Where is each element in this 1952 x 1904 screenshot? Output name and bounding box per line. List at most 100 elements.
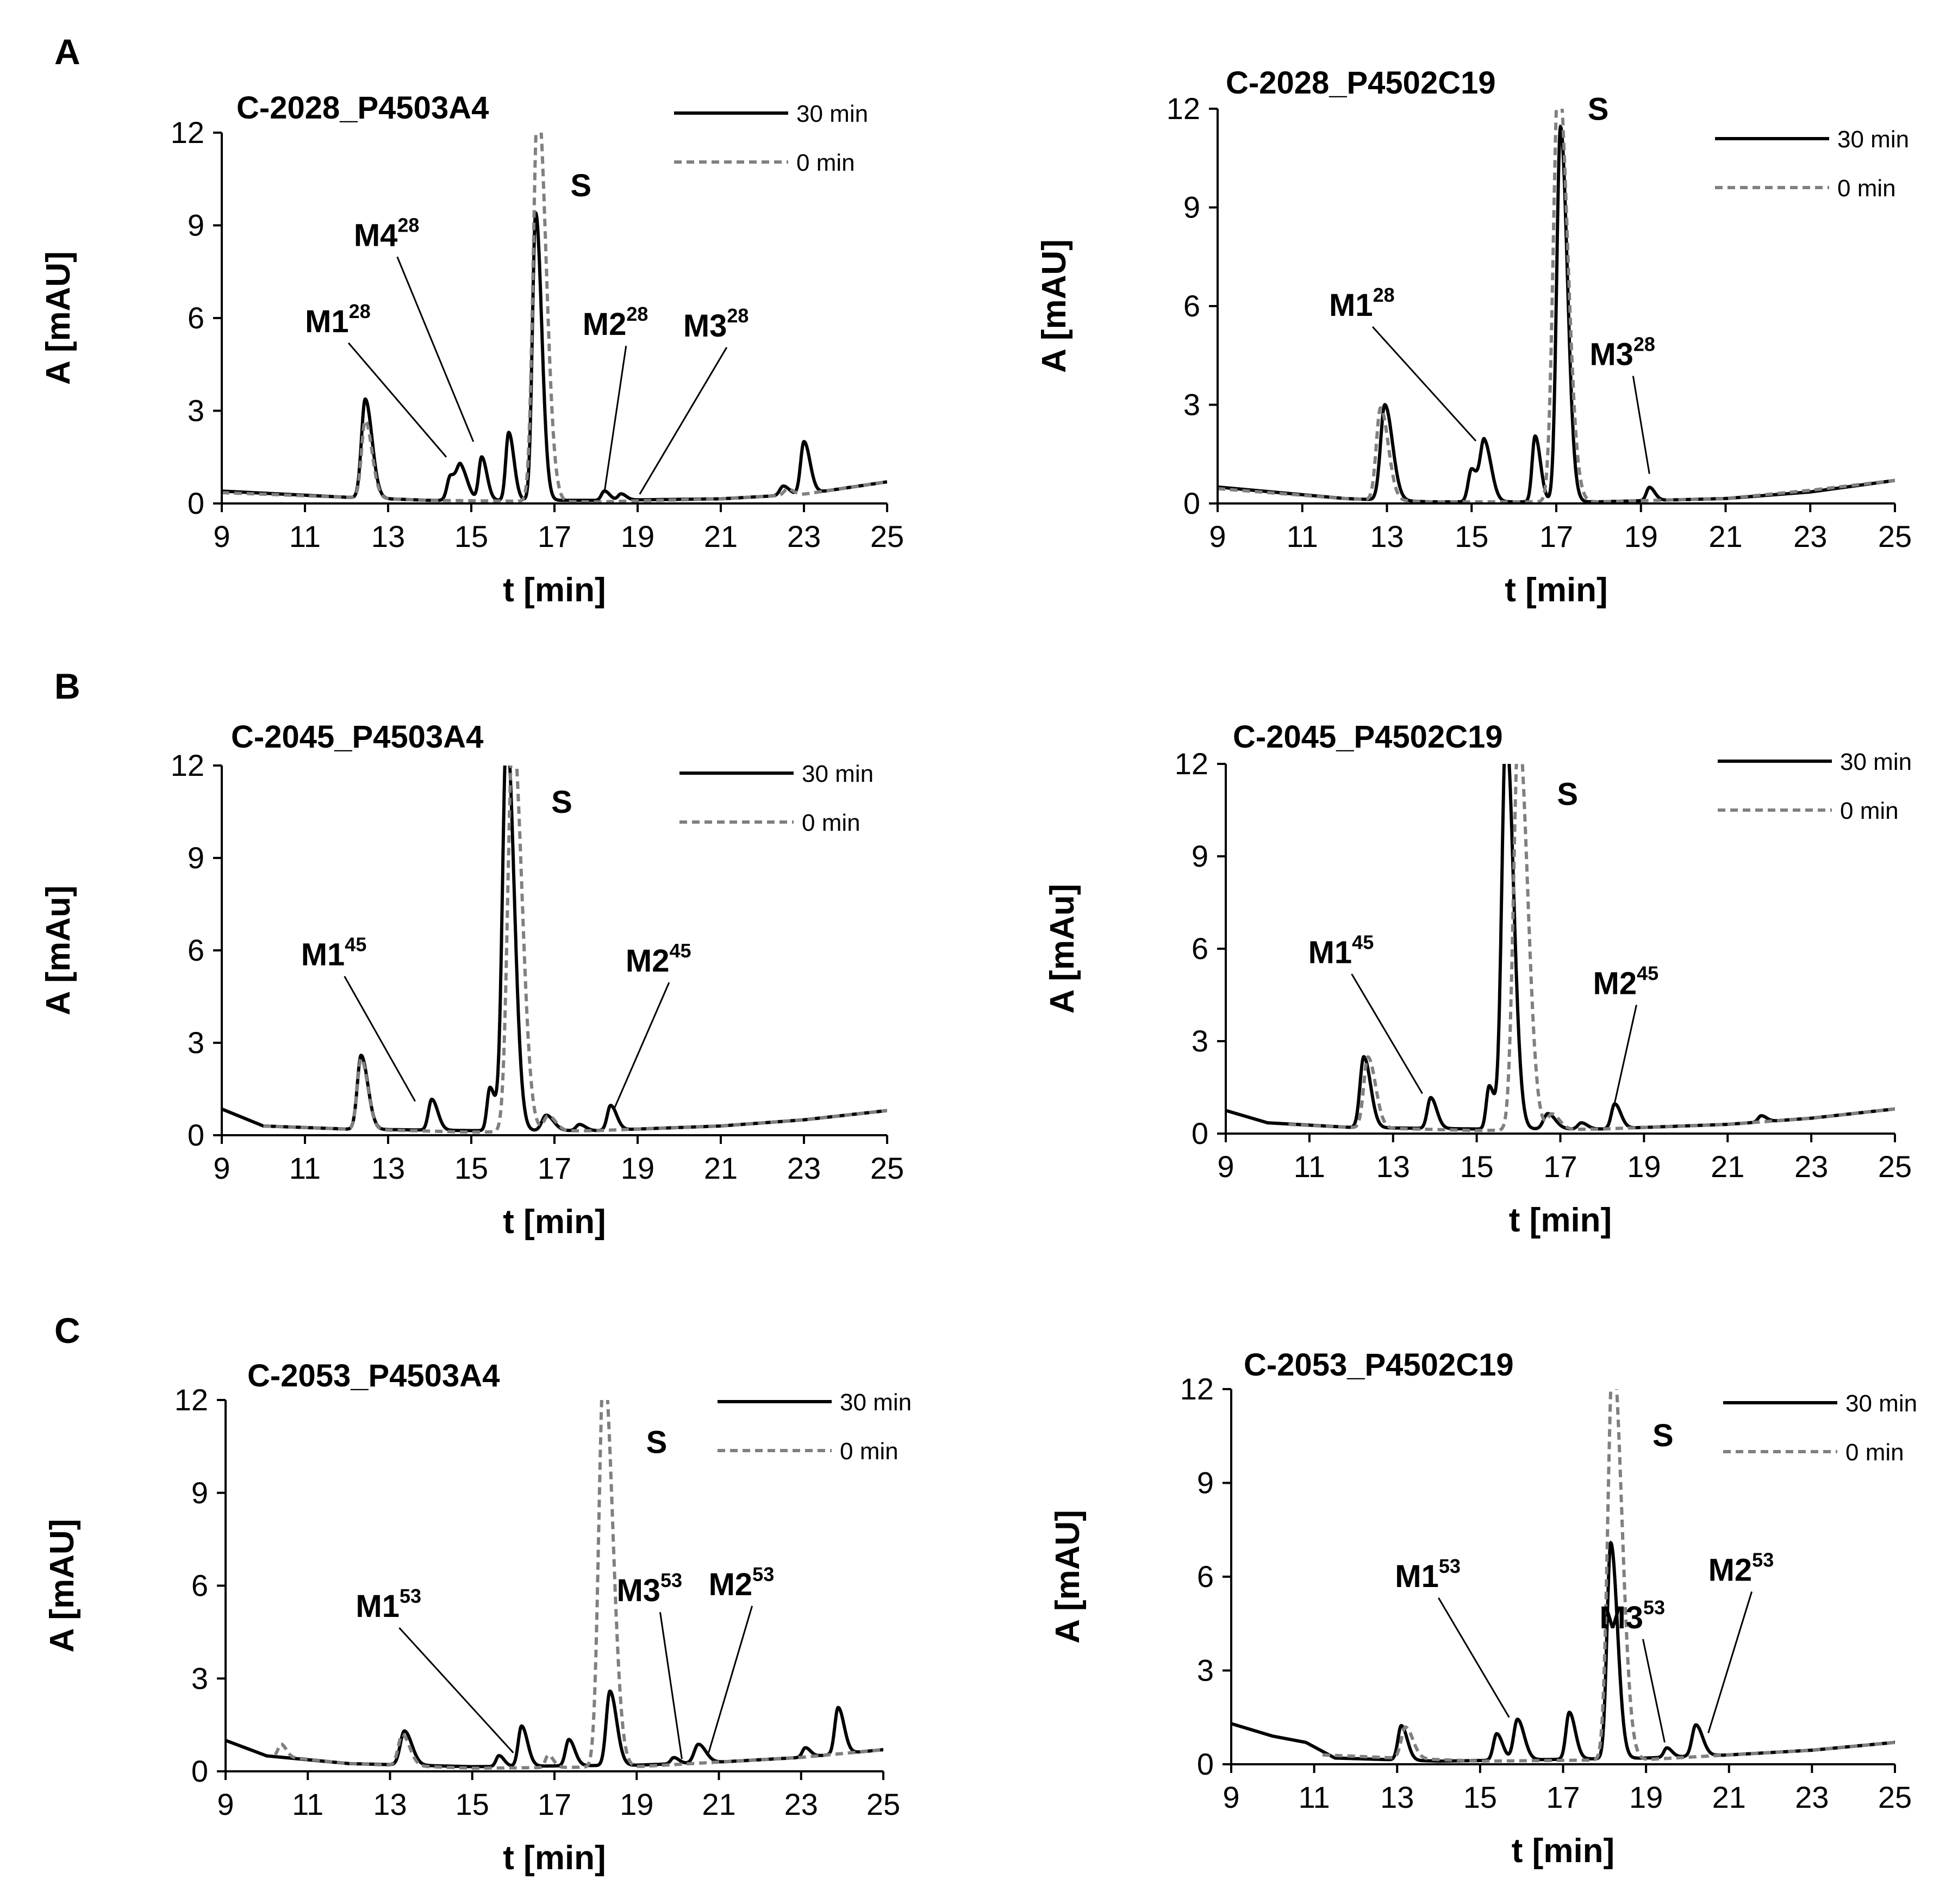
x-tick-label: 17: [1543, 1149, 1577, 1184]
legend-label-0min: 0 min: [1845, 1439, 1904, 1466]
peak-annotation-m253: M253: [1707, 1549, 1774, 1733]
y-tick-label: 0: [1183, 486, 1200, 520]
section-label-c: C: [54, 1310, 80, 1351]
annotation-leader-line: [398, 1627, 514, 1753]
chart-panel-2: 9 11 13 15 17 19 21 23 25 0 3 6 9 12 t [min] A [mAU] C-2…: [1036, 65, 1912, 609]
x-tick-label: 25: [1878, 1149, 1912, 1184]
series-line-0min: [1288, 764, 1895, 1133]
y-axis-title: A [mAU]: [40, 251, 77, 385]
legend: 30 min 0 min: [1723, 1390, 1917, 1466]
y-tick-label: 9: [188, 208, 204, 242]
series-line-30min: [1218, 124, 1895, 503]
x-tick-label: 15: [1463, 1780, 1497, 1814]
peak-label: M353: [1599, 1596, 1665, 1635]
peak-label: M145: [301, 934, 367, 973]
peak-annotation-m428: M428: [354, 214, 475, 442]
panel-title: C-2028_P4502C19: [1226, 65, 1496, 101]
peak-label-superscript: 45: [670, 939, 691, 962]
legend-label-0min: 0 min: [1837, 175, 1896, 202]
peak-label-superscript: 45: [1352, 931, 1374, 953]
annotation-leader-line: [1438, 1597, 1510, 1718]
x-tick-label: 21: [1711, 1149, 1744, 1184]
x-axis-title: t [min]: [503, 1839, 606, 1877]
x-tick-label: 21: [704, 1151, 738, 1185]
annotation-leader-line: [347, 342, 447, 458]
y-tick-label: 0: [1197, 1747, 1214, 1781]
peak-label: M153: [1395, 1555, 1461, 1594]
peak-label-superscript: 28: [626, 303, 648, 325]
peak-label-superscript: 28: [727, 304, 749, 327]
peak-label-superscript: 53: [1643, 1596, 1665, 1619]
y-axis-title: A [mAU]: [1036, 239, 1073, 373]
series-line-0min: [1322, 1389, 1895, 1763]
peak-annotation-s: S: [1588, 91, 1609, 127]
peak-label: M145: [1308, 931, 1374, 970]
y-tick-label: 3: [1192, 1024, 1208, 1058]
peak-annotation-m328: M328: [1589, 333, 1655, 474]
peak-label-superscript: 53: [400, 1585, 421, 1607]
x-tick-label: 13: [373, 1787, 407, 1821]
x-tick-label: 13: [371, 519, 405, 553]
x-tick-label: 11: [292, 1787, 323, 1821]
peak-label: S: [1588, 91, 1609, 127]
panel-title: C-2045_P4502C19: [1233, 719, 1503, 755]
y-axis-title: A [mAu]: [1044, 884, 1081, 1014]
legend: 30 min 0 min: [1715, 126, 1909, 202]
chart-panel-1: 9 11 13 15 17 19 21 23 25 0 3 6 9 12 t [min] A [mAU] C-2…: [40, 90, 904, 609]
y-axis-title: A [mAU]: [43, 1519, 81, 1653]
x-tick-label: 23: [1793, 519, 1827, 553]
peak-annotation-m353: M353: [616, 1569, 683, 1759]
x-tick-label: 19: [621, 1151, 654, 1185]
peak-label: M128: [305, 300, 371, 339]
panel-title: C-2045_P4503A4: [231, 719, 483, 755]
x-tick-label: 23: [787, 1151, 821, 1185]
x-tick-label: 19: [620, 1787, 653, 1821]
x-tick-label: 15: [456, 1787, 489, 1821]
legend: 30 min 0 min: [679, 761, 874, 836]
peak-label: S: [1652, 1418, 1674, 1453]
y-tick-label: 0: [191, 1754, 208, 1788]
chart-panels: 9 11 13 15 17 19 21 23 25 0 3 6 9 12 t [min] A [mAU] C-2…: [40, 65, 1917, 1877]
y-tick-label: 6: [1183, 289, 1200, 323]
x-axis-title: t [min]: [1505, 571, 1607, 609]
peak-label-superscript: 53: [1439, 1555, 1461, 1577]
y-tick-label: 6: [191, 1569, 208, 1603]
annotation-leader-line: [603, 345, 627, 493]
section-label-b: B: [54, 666, 80, 706]
legend-label-30min: 30 min: [1840, 749, 1912, 775]
x-tick-label: 21: [1712, 1780, 1746, 1814]
legend: 30 min 0 min: [718, 1389, 912, 1465]
x-tick-label: 23: [787, 519, 821, 553]
y-tick-label: 9: [1197, 1466, 1214, 1500]
legend-label-30min: 30 min: [840, 1389, 912, 1416]
annotation-leader-line: [1632, 376, 1650, 474]
x-tick-label: 13: [1380, 1780, 1414, 1814]
peak-annotation-m353: M353: [1599, 1596, 1666, 1743]
peak-annotation-m245: M245: [1593, 962, 1659, 1103]
y-axis-title: A [mAU]: [1049, 1510, 1087, 1644]
x-tick-label: 11: [289, 1151, 321, 1185]
x-axis-title: t [min]: [1512, 1832, 1614, 1870]
y-tick-label: 0: [1192, 1116, 1208, 1150]
y-tick-label: 6: [188, 301, 204, 335]
x-tick-label: 25: [870, 519, 904, 553]
x-tick-label: 15: [1460, 1149, 1493, 1184]
peak-annotation-s: S: [1652, 1418, 1674, 1453]
legend-label-0min: 0 min: [796, 150, 855, 176]
y-tick-label: 12: [174, 1383, 208, 1417]
x-tick-label: 25: [866, 1787, 900, 1821]
peak-annotation-m328: M328: [639, 304, 749, 495]
x-tick-label: 11: [289, 519, 321, 553]
y-tick-label: 6: [1197, 1559, 1214, 1594]
series-line-0min: [273, 1400, 883, 1770]
peak-label: S: [551, 785, 572, 820]
series-line-0min: [263, 766, 887, 1134]
peak-label: M245: [626, 939, 691, 979]
peak-label: M128: [1329, 284, 1395, 323]
x-tick-label: 9: [1209, 519, 1226, 553]
peak-label-superscript: 28: [349, 300, 371, 322]
y-tick-label: 3: [1197, 1653, 1214, 1688]
peak-label: M245: [1593, 962, 1659, 1001]
x-tick-label: 15: [454, 1151, 488, 1185]
